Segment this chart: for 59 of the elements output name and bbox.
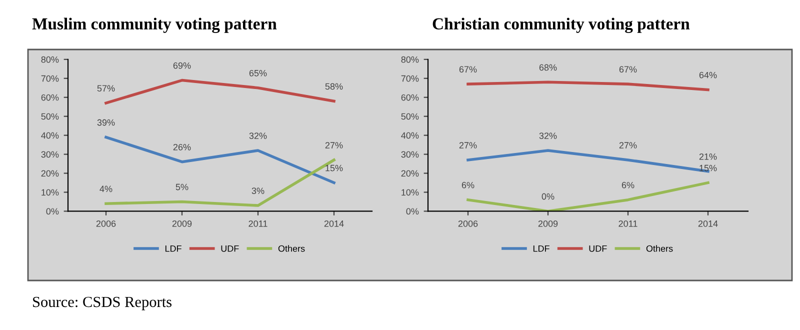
source-note: Source: CSDS Reports <box>33 296 172 310</box>
y-tick-label: 50% <box>41 113 59 120</box>
legend-label: LDF <box>533 245 550 252</box>
y-tick-label: 30% <box>41 151 59 158</box>
y-tick-label: 10% <box>42 189 59 196</box>
y-tick-label: 70% <box>41 75 59 82</box>
x-tick-label: 2009 <box>172 220 192 227</box>
data-label: 4% <box>100 186 112 192</box>
y-tick-label: 60% <box>41 94 59 101</box>
y-tick-label: 20% <box>401 170 419 177</box>
y-tick-label: 60% <box>401 94 419 101</box>
data-label: 27% <box>459 142 477 148</box>
y-tick-label: 10% <box>402 189 419 196</box>
data-label: 58% <box>325 83 343 90</box>
data-label: 27% <box>619 142 637 148</box>
legend-label: UDF <box>589 245 607 252</box>
legend-label: Others <box>278 245 305 252</box>
x-tick-label: 2014 <box>324 220 344 227</box>
data-label: 6% <box>462 182 474 188</box>
x-tick-label: 2011 <box>618 220 638 227</box>
data-label: 65% <box>249 70 267 76</box>
data-label: 21% <box>699 153 717 160</box>
legend-label: UDF <box>221 245 239 252</box>
y-tick-label: 70% <box>401 75 419 82</box>
data-label: 0% <box>542 193 554 200</box>
x-tick-label: 2014 <box>698 220 718 227</box>
y-tick-label: 0% <box>46 208 59 215</box>
data-label: 39% <box>97 119 115 126</box>
chart-title: Muslim community voting pattern <box>32 18 277 33</box>
data-label: 15% <box>700 164 717 172</box>
data-label: 67% <box>459 66 477 73</box>
x-tick-label: 2006 <box>96 220 116 227</box>
data-label: 68% <box>539 64 557 71</box>
x-tick-label: 2006 <box>458 220 478 227</box>
y-tick-label: 30% <box>401 151 419 158</box>
data-label: 3% <box>252 188 264 194</box>
data-label: 6% <box>622 182 634 188</box>
y-tick-label: 40% <box>41 132 59 139</box>
y-tick-label: 80% <box>401 56 419 63</box>
data-label: 32% <box>539 132 557 139</box>
y-tick-label: 50% <box>401 113 419 120</box>
data-label: 64% <box>699 72 717 78</box>
chart-title: Christian community voting pattern <box>432 18 690 33</box>
data-label: 67% <box>619 66 637 73</box>
y-tick-label: 0% <box>406 208 419 215</box>
y-tick-label: 80% <box>41 56 59 63</box>
x-tick-label: 2009 <box>538 220 558 227</box>
data-label: 26% <box>173 144 191 150</box>
data-label: 5% <box>176 184 188 190</box>
legend-label: Others <box>646 245 673 252</box>
data-label: 27% <box>325 142 343 148</box>
y-tick-label: 20% <box>41 170 59 177</box>
data-label: 32% <box>249 132 267 139</box>
data-label: 69% <box>173 62 191 69</box>
data-label: 15% <box>326 164 343 172</box>
y-tick-label: 40% <box>401 132 419 139</box>
legend-label: LDF <box>165 245 182 252</box>
data-label: 57% <box>97 85 115 92</box>
x-tick-label: 2011 <box>248 220 268 227</box>
